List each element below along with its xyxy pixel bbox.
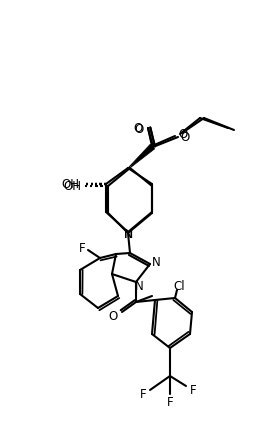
Text: N: N <box>123 228 132 241</box>
Text: Cl: Cl <box>172 279 184 293</box>
Text: O: O <box>180 130 189 143</box>
Polygon shape <box>130 145 154 168</box>
Text: F: F <box>189 384 196 396</box>
Text: F: F <box>78 242 85 255</box>
Polygon shape <box>128 144 153 168</box>
Text: O: O <box>133 122 142 134</box>
Text: O: O <box>178 127 187 140</box>
Text: N: N <box>134 279 143 293</box>
Text: OH: OH <box>61 177 79 191</box>
Text: N: N <box>151 256 160 269</box>
Text: F: F <box>139 388 146 401</box>
Text: O: O <box>108 310 117 323</box>
Text: O: O <box>134 123 143 136</box>
Text: N: N <box>123 228 132 241</box>
Text: OH: OH <box>63 180 81 193</box>
Text: F: F <box>166 395 173 409</box>
